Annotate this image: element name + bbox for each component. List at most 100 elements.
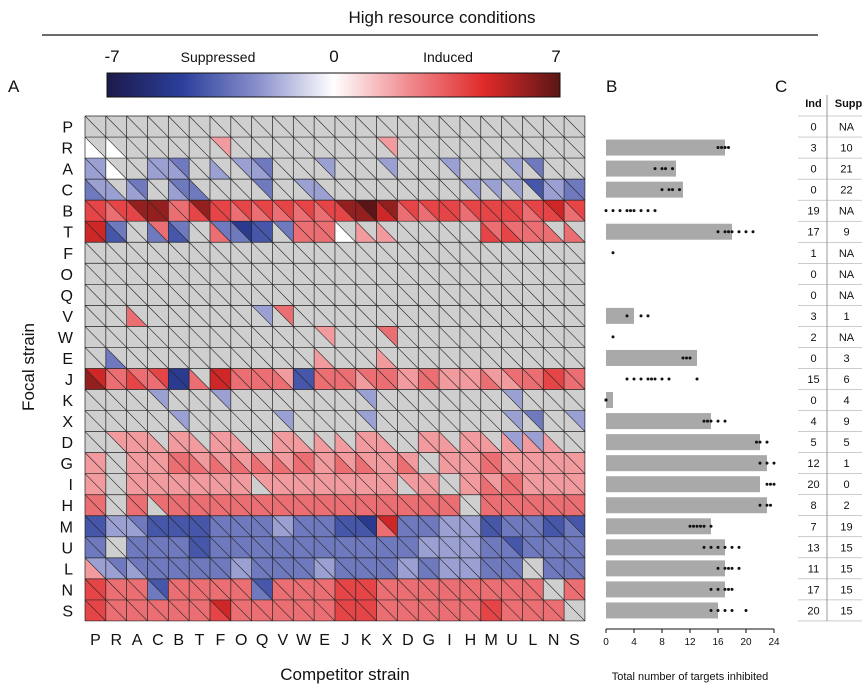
cell-diagonal [418, 284, 440, 306]
table-cell-ind: 0 [810, 122, 816, 134]
cell-diagonal [501, 557, 523, 580]
cell-diagonal [418, 473, 440, 495]
cell-diagonal [105, 494, 127, 516]
table-cell-supp: NA [839, 206, 855, 218]
cell-diagonal [459, 263, 481, 285]
cell-diagonal [334, 410, 357, 432]
cell-diagonal [355, 284, 377, 306]
cell-diagonal [188, 305, 211, 327]
y-tick-label: R [61, 141, 73, 158]
cell-diagonal [501, 199, 523, 222]
cell-diagonal [480, 157, 502, 180]
y-tick-label: S [62, 603, 73, 620]
table-cell-ind: 17 [807, 584, 819, 596]
cell-diagonal [230, 410, 252, 432]
x-tick-label: K [361, 632, 372, 649]
cell-diagonal [522, 136, 544, 159]
table-cell-ind: 0 [810, 353, 816, 365]
cell-diagonal [543, 515, 565, 538]
x-tick-label: T [195, 632, 205, 649]
cell-diagonal [376, 263, 398, 285]
cell-diagonal [168, 494, 190, 516]
cell-diagonal [272, 115, 294, 138]
bar [606, 413, 711, 430]
cell-diagonal [334, 515, 357, 538]
cell-diagonal [459, 494, 481, 516]
cell-diagonal [418, 368, 440, 390]
replicate-point [611, 209, 615, 213]
cell-diagonal [313, 473, 336, 495]
cell-diagonal [251, 220, 273, 243]
cell-diagonal [397, 178, 419, 201]
cell-diagonal [522, 410, 544, 432]
cell-diagonal [147, 347, 169, 369]
cell-diagonal [334, 178, 357, 201]
cell-diagonal [126, 389, 148, 411]
cell-diagonal [272, 199, 294, 222]
cell-diagonal [230, 473, 252, 495]
replicate-point [765, 503, 769, 507]
cell-diagonal [480, 452, 502, 474]
cell-diagonal [251, 452, 273, 474]
cell-diagonal [147, 136, 169, 159]
table-cell-ind: 4 [810, 416, 816, 428]
table-cell-supp: 3 [843, 353, 849, 365]
cell-diagonal [355, 599, 377, 622]
cell-diagonal [355, 494, 377, 516]
x-tick-label: O [235, 632, 247, 649]
cell-diagonal [522, 494, 544, 516]
cell-diagonal [105, 515, 127, 538]
cell-diagonal [459, 431, 481, 453]
cell-diagonal [84, 305, 107, 327]
cell-diagonal [438, 242, 461, 264]
replicate-point [660, 188, 664, 192]
cell-diagonal [376, 157, 398, 180]
cell-diagonal [438, 284, 461, 306]
cell-diagonal [313, 157, 336, 180]
colorbar [106, 72, 561, 98]
cell-diagonal [438, 199, 461, 222]
cell-diagonal [418, 347, 440, 369]
cell-diagonal [126, 578, 148, 601]
cell-diagonal [126, 515, 148, 538]
cell-diagonal [397, 242, 419, 264]
cell-diagonal [313, 368, 336, 390]
cell-diagonal [272, 263, 294, 285]
replicate-point [639, 314, 643, 318]
cell-diagonal [126, 473, 148, 495]
cell-diagonal [84, 557, 107, 580]
cell-diagonal [563, 578, 586, 601]
cell-diagonal [543, 431, 565, 453]
cell-diagonal [459, 115, 481, 138]
cell-diagonal [230, 557, 252, 580]
replicate-point [699, 524, 702, 528]
cell-diagonal [251, 515, 273, 538]
cell-diagonal [418, 263, 440, 285]
cell-diagonal [147, 536, 169, 559]
replicate-point [646, 377, 650, 381]
cell-diagonal [84, 263, 107, 285]
cell-diagonal [376, 536, 398, 559]
cell-diagonal [501, 599, 523, 622]
cell-diagonal [168, 389, 190, 411]
replicate-point [695, 524, 699, 528]
panel-label-c: C [775, 77, 787, 96]
colorbar-max-label: 7 [551, 47, 560, 66]
cell-diagonal [480, 199, 502, 222]
replicate-point [720, 146, 723, 150]
cell-diagonal [459, 326, 481, 348]
cell-diagonal [168, 136, 190, 159]
x-tick-label: G [422, 632, 434, 649]
cell-diagonal [397, 515, 419, 538]
cell-diagonal [126, 452, 148, 474]
cell-diagonal [480, 136, 502, 159]
cell-diagonal [397, 599, 419, 622]
cell-diagonal [501, 536, 523, 559]
cell-diagonal [168, 515, 190, 538]
cell-diagonal [168, 305, 190, 327]
cell-diagonal [543, 494, 565, 516]
cell-diagonal [397, 284, 419, 306]
cell-diagonal [543, 536, 565, 559]
cell-diagonal [480, 368, 502, 390]
